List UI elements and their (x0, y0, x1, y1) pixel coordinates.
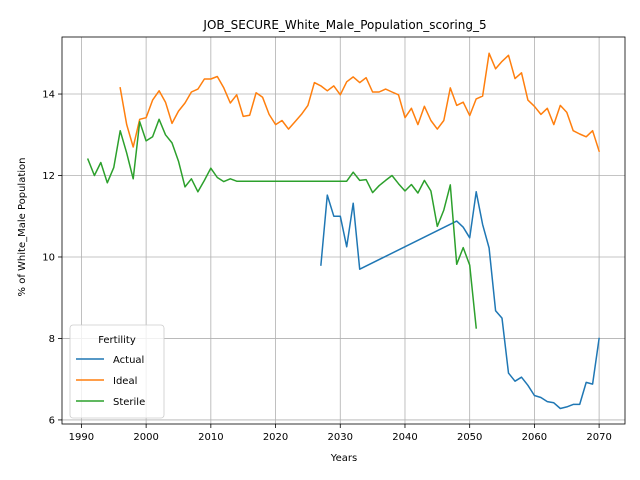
x-tick-label: 2000 (133, 432, 158, 443)
plot-frame (61, 36, 626, 425)
legend-label-ideal: Ideal (113, 376, 137, 387)
y-tick-label: 10 (42, 252, 55, 263)
x-tick-label: 2050 (457, 432, 482, 443)
chart-title: JOB_SECURE_White_Male_Population_scoring… (202, 18, 486, 32)
legend-label-sterile: Sterile (113, 397, 145, 408)
x-tick-label: 2030 (328, 432, 353, 443)
y-tick-label: 6 (49, 415, 55, 426)
series-lines (86, 52, 601, 410)
legend-title: Fertility (98, 335, 136, 346)
x-tick-label: 2070 (586, 432, 611, 443)
legend: Fertility Actual Ideal Sterile (69, 324, 165, 419)
x-tick-label: 1990 (69, 432, 94, 443)
y-tick-label: 12 (42, 171, 55, 182)
series-line-ideal (119, 52, 601, 153)
y-axis-label: % of White_Male Population (17, 158, 28, 297)
x-tick-label: 2010 (198, 432, 223, 443)
x-tick-label: 2040 (392, 432, 417, 443)
x-axis-label: Years (330, 453, 357, 464)
series-line-actual (320, 191, 600, 410)
series-line-sterile (86, 118, 478, 329)
x-tick-label: 2020 (263, 432, 288, 443)
axis-ticks: 1990 2000 2010 2020 2030 2040 2050 2060 2070 6 8 10… (42, 90, 612, 443)
x-tick-label: 2060 (522, 432, 547, 443)
y-tick-label: 14 (42, 90, 55, 101)
legend-box (69, 324, 165, 419)
legend-label-actual: Actual (113, 355, 144, 366)
y-tick-label: 8 (49, 334, 55, 345)
